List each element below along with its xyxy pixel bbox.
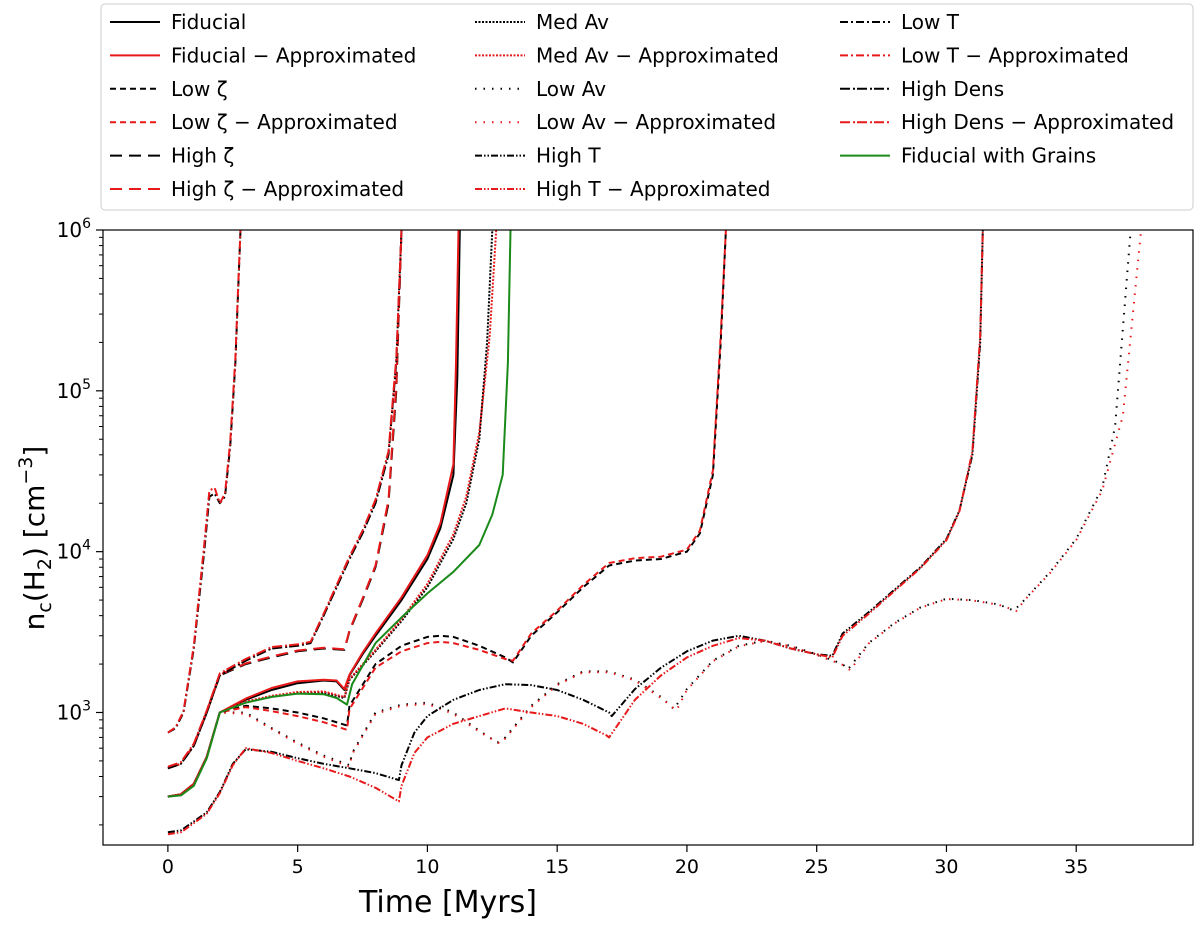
y-tick-label: 103 <box>57 698 91 724</box>
x-axis-label: Time [Myrs] <box>358 885 537 920</box>
series-layer <box>167 230 1143 836</box>
legend-frame <box>100 3 1194 211</box>
legend-label: Low T − Approximated <box>901 43 1129 67</box>
x-tick-label: 15 <box>545 856 569 878</box>
legend-entry: Low T − Approximated <box>840 43 1129 67</box>
legend-label: Low Av − Approximated <box>536 110 776 134</box>
series-line-11 <box>167 230 984 836</box>
x-tick-label: 25 <box>805 856 829 878</box>
series-line-3 <box>167 230 727 798</box>
legend-entry: Med Av − Approximated <box>475 43 779 67</box>
x-tick-label: 30 <box>934 856 958 878</box>
legend-entry: Fiducial with Grains <box>840 144 1096 168</box>
legend-label: High T <box>536 144 601 168</box>
legend-label: High T − Approximated <box>536 177 770 201</box>
legend-entry: High ζ − Approximated <box>110 177 404 201</box>
series-line-12 <box>167 230 242 734</box>
legend-entry: High ζ <box>110 144 234 168</box>
legend-entry: Low T <box>840 10 960 34</box>
legend-label: Low T <box>901 10 960 34</box>
x-tick-label: 10 <box>415 856 439 878</box>
legend-entry: Fiducial <box>110 10 246 34</box>
series-line-5 <box>167 230 403 770</box>
series-line-0 <box>167 230 461 798</box>
legend-label: Fiducial − Approximated <box>171 43 416 67</box>
legend-entry: Fiducial − Approximated <box>110 43 416 67</box>
legend-label: High Dens − Approximated <box>901 110 1174 134</box>
legend-entry: Med Av <box>475 10 609 34</box>
x-tick-label: 0 <box>162 856 174 878</box>
x-tick-label: 35 <box>1064 856 1088 878</box>
series-line-9 <box>167 230 1143 798</box>
legend: Fiducial Fiducial − Approximated Low ζ Low … <box>100 3 1194 211</box>
legend-entry: High T <box>475 144 601 168</box>
plot-area-frame <box>102 229 1194 846</box>
series-line-2 <box>167 230 727 798</box>
legend-label: Low ζ − Approximated <box>171 110 398 134</box>
y-axis: 103 104 105 106 <box>57 216 103 826</box>
series-line-16 <box>167 230 512 798</box>
series-line-7 <box>167 230 498 798</box>
legend-label: High Dens <box>901 77 1004 101</box>
legend-entry: High T − Approximated <box>475 177 770 201</box>
legend-label: Low ζ <box>171 77 228 101</box>
legend-label: Low Av <box>536 77 606 101</box>
legend-entry: High Dens − Approximated <box>840 110 1174 134</box>
y-tick-label: 104 <box>57 538 91 564</box>
legend-entry: Low Av − Approximated <box>475 110 776 134</box>
y-tick-label: 105 <box>57 377 91 403</box>
legend-label: Fiducial <box>171 10 246 34</box>
legend-label: Med Av <box>536 10 609 34</box>
legend-label: High ζ − Approximated <box>171 177 404 201</box>
y-tick-label: 106 <box>57 216 91 242</box>
x-axis: 0 5 10 15 20 25 30 35 <box>162 845 1088 878</box>
legend-entry: Low Av <box>475 77 606 101</box>
legend-entry: High Dens <box>840 77 1004 101</box>
legend-entry: Low ζ <box>110 77 228 101</box>
legend-label: Med Av − Approximated <box>536 43 779 67</box>
legend-label: Fiducial with Grains <box>901 144 1096 168</box>
series-line-1 <box>167 230 460 798</box>
series-line-13 <box>167 230 242 734</box>
x-tick-label: 20 <box>675 856 699 878</box>
legend-entry: Low ζ − Approximated <box>110 110 398 134</box>
series-line-8 <box>167 230 1132 798</box>
series-line-15 <box>167 230 403 768</box>
x-tick-label: 5 <box>292 856 304 878</box>
legend-label: High ζ <box>171 144 234 168</box>
series-line-10 <box>167 230 984 834</box>
y-axis-label: nc(H2) [cm−3] <box>15 446 56 631</box>
